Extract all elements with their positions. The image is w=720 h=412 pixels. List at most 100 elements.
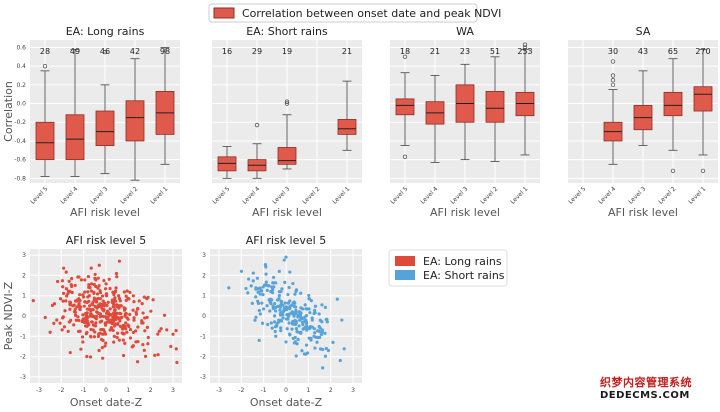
scatter-point — [79, 278, 84, 282]
scatter-point — [280, 300, 284, 304]
y-tick-label: 0.4 — [16, 63, 26, 70]
outlier — [522, 45, 528, 50]
scatter-point — [292, 341, 297, 345]
x-tick-label: Level 5 — [389, 185, 409, 205]
scatter-point — [335, 297, 339, 301]
scatter-point — [61, 291, 66, 295]
box-2 — [603, 59, 623, 165]
box-5 — [515, 42, 535, 156]
scatter-point — [108, 319, 112, 323]
scatter-point — [277, 294, 282, 298]
scatter-point — [118, 316, 122, 320]
scatter-point — [251, 279, 255, 283]
scatter-point — [263, 262, 268, 267]
scatter-point — [91, 328, 95, 332]
scatter-point — [267, 298, 271, 302]
x-tick-label: Level 2 — [657, 185, 677, 205]
x-tick-label: Level 1 — [149, 185, 169, 205]
scatter-point — [58, 321, 62, 325]
scatter-point — [310, 316, 314, 320]
scatter-point — [175, 360, 179, 365]
box-panel-1: -0.8 -0.6 -0.4 -0.2 0.0 0.2 0.4 0.6 EA: Long rai… — [2, 25, 180, 219]
scatter-point — [101, 314, 105, 319]
scatter-point — [239, 269, 244, 273]
scatter-point — [67, 320, 71, 324]
scatter-point — [75, 305, 79, 309]
box-body — [125, 100, 145, 142]
scatter-point — [291, 281, 295, 286]
box-body — [485, 91, 505, 123]
scatter-point — [119, 312, 123, 316]
scatter-point — [278, 311, 282, 316]
scatter-point — [78, 299, 82, 303]
x-tick-label: Level 3 — [271, 185, 291, 205]
x-tick-label: -3 — [216, 387, 222, 394]
y-tick-label: -0.8 — [14, 175, 26, 182]
scatter-point — [70, 290, 74, 295]
scatter-point — [101, 299, 105, 303]
scatter-point — [271, 275, 276, 279]
scatter-point — [94, 324, 98, 328]
scatter-point — [90, 307, 94, 312]
scatter-point — [305, 307, 309, 311]
scatter-point — [83, 290, 87, 294]
y-tick-label: -0.4 — [14, 138, 26, 145]
outlier — [670, 168, 676, 173]
scatter-point — [108, 328, 112, 332]
watermark-line1: 织梦内容管理系统 — [600, 376, 692, 389]
scatter-point — [108, 307, 112, 311]
y-tick-label: -0.6 — [14, 157, 26, 164]
scatter-point — [295, 342, 299, 346]
scatter-point — [72, 323, 76, 327]
scatter-point — [309, 337, 313, 341]
scatter-point — [296, 337, 300, 342]
scatter-point — [146, 342, 150, 346]
scatter-point — [271, 306, 275, 311]
scatter-point — [300, 349, 304, 353]
scatter-point — [66, 329, 70, 333]
scatter-point — [271, 288, 275, 292]
count-label: 42 — [130, 47, 140, 56]
scatter-point — [100, 302, 105, 306]
box-body — [95, 110, 115, 147]
scatter-point — [320, 320, 324, 324]
scatter-point — [284, 340, 288, 344]
scatter-point — [68, 303, 72, 307]
box-1 — [395, 54, 415, 159]
count-label: 19 — [282, 47, 292, 56]
scatter-point — [293, 318, 297, 323]
count-label: 28 — [40, 47, 50, 56]
scatter-point — [299, 291, 303, 295]
scatter-point — [264, 280, 268, 284]
scatter-point — [92, 282, 96, 287]
scatter-point — [313, 311, 317, 315]
scatter-point — [112, 302, 116, 307]
scatter-point — [283, 301, 287, 305]
scatter-point — [104, 341, 108, 345]
count-label: 23 — [460, 47, 470, 56]
scatter-point — [60, 328, 64, 332]
scatter-point — [78, 307, 82, 311]
scatter-point — [131, 330, 136, 334]
scatter-point — [298, 310, 302, 314]
scatter-point — [61, 285, 65, 289]
outlier — [522, 42, 528, 47]
scatter-point — [68, 307, 72, 311]
scatter-point — [67, 279, 71, 284]
scatter-point — [79, 347, 83, 351]
scatter-point — [117, 259, 122, 263]
scatter-point — [99, 305, 103, 309]
scatter-point — [121, 332, 125, 336]
scatter-point — [309, 299, 313, 303]
scatter-point — [257, 286, 261, 291]
box-4 — [663, 58, 683, 173]
scatter-point — [97, 263, 101, 267]
scatter-point — [292, 314, 296, 318]
scatter-point — [84, 332, 88, 336]
scatter-point — [315, 340, 319, 344]
scatter-point — [285, 327, 289, 331]
scatter-point — [142, 295, 146, 299]
scatter-point — [103, 322, 107, 326]
scatter-point — [251, 271, 255, 275]
scatter-point — [87, 307, 92, 311]
